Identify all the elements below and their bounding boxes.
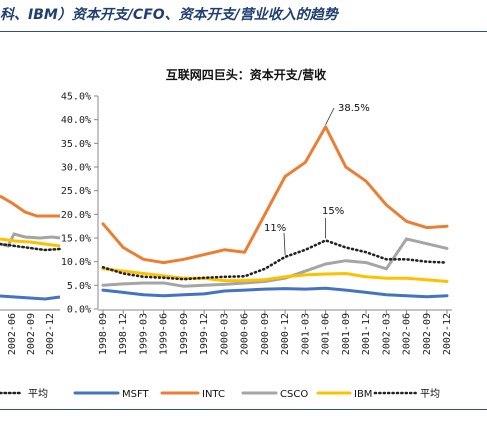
x-tick-label: 2001-12 [361,313,372,355]
fragment-legend-label: 平均 [28,388,48,400]
x-tick-label: 2002-06 [402,313,413,355]
x-tick-label: 2000-09 [260,313,271,355]
footer-rule [0,409,487,410]
x-tick-label: 2001-09 [341,313,352,355]
y-tick-label: 5.0% [67,281,91,292]
x-tick-label: 2002-12 [442,313,453,355]
x-tick-label: 1999-09 [179,313,190,355]
y-tick-label: 30.0% [61,163,91,174]
fragment-avg-line [0,242,62,252]
x-tick-label: 2000-03 [219,313,230,355]
legend-label: 平均 [420,388,440,400]
legend-label: IBM [354,389,372,400]
fragment-tick-label: 2002-09 [26,313,37,355]
fragment-intc-line [0,194,60,218]
y-tick-label: 0.0% [67,305,91,316]
x-tick-label: 2002-03 [381,313,392,355]
y-tick-label: 15.0% [61,234,91,245]
chart-title: 互联网四巨头：资本开支/营收 [166,67,326,82]
header-rule [0,31,487,32]
x-tick-label: 2002-09 [422,313,433,355]
series-line-ibm [101,267,449,283]
y-tick-label: 45.0% [61,92,91,103]
annotation-label: 11% [264,223,286,234]
annotation-label: 15% [322,206,344,217]
annotation-leader [283,232,286,255]
annotation-leader [325,107,335,125]
fragment-tick-label: 2002-06 [7,313,18,355]
annotation-label: 38.5% [338,103,370,114]
series-line-average [101,239,449,281]
y-tick-label: 35.0% [61,139,91,150]
x-tick-label: 1998-12 [118,313,129,355]
legend-label: MSFT [122,389,150,400]
x-tick-label: 1999-12 [199,313,210,355]
series-line-msft [101,286,449,299]
left-fragment: 2002-06 2002-09 2002-12 平均 [0,194,62,400]
x-tick-label: 2001-06 [321,313,332,355]
legend-label: CSCO [280,389,308,400]
y-tick-label: 25.0% [61,186,91,197]
x-tick-label: 2000-12 [280,313,291,355]
y-tick-label: 20.0% [61,210,91,221]
y-axis: 0.0% 5.0% 10.0% 15.0% 20.0% 25.0% 30.0% 35.0% 40… [61,92,99,316]
fragment-ibm-line [0,237,61,248]
x-tick-label: 1999-03 [138,313,149,355]
fragment-tick-label: 2002-12 [45,313,56,355]
y-tick-label: 10.0% [61,257,91,268]
legend: MSFT INTC CSCO IBM 平均 [73,388,440,400]
series-line-intc [101,125,449,265]
x-tick-label: 2001-03 [300,313,311,355]
fragment-msft-line [0,294,61,301]
x-tick-label: 1999-06 [159,313,170,355]
x-tick-label: 1998-09 [98,313,109,355]
y-tick-label: 40.0% [61,115,91,126]
legend-label: INTC [202,389,225,400]
x-axis: 1998-09 1998-12 1999-03 1999-06 1999-09 1999-… [98,309,453,355]
section-title: 科、IBM）资本开支/CFO、资本开支/营业收入的趋势 [0,7,338,23]
annotations: 38.5% 15% 11% [264,103,370,255]
series-group [101,125,449,299]
x-tick-label: 2000-06 [240,313,251,355]
series-line-csco [101,237,449,288]
